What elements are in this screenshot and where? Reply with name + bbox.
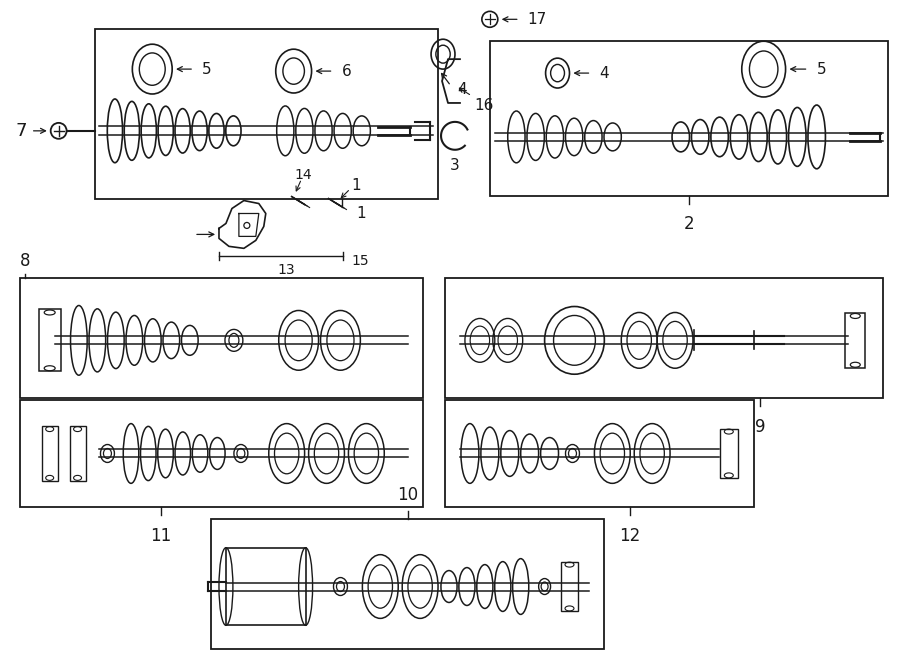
Text: 1: 1 [356,206,366,221]
Text: 14: 14 [295,168,312,182]
Text: 8: 8 [20,253,31,270]
Bar [20,278,423,398]
Bar [39,309,60,371]
Text: 1: 1 [352,178,361,193]
Bar [20,400,423,507]
Bar [226,548,306,625]
Bar [845,313,865,368]
Bar [561,562,579,611]
Bar [69,426,86,481]
Text: 5: 5 [202,61,211,77]
Bar [94,29,438,198]
Text: 16: 16 [474,98,493,114]
Bar [41,426,58,481]
Text: 11: 11 [150,527,172,545]
Bar [211,519,604,648]
Text: 9: 9 [755,418,766,436]
Text: 15: 15 [351,254,369,268]
Text: 4: 4 [457,81,466,97]
Text: 3: 3 [450,158,460,173]
Text: 12: 12 [619,527,641,545]
Bar [445,400,753,507]
Bar [445,278,883,398]
Text: 10: 10 [397,486,418,504]
Text: 2: 2 [684,215,694,233]
Bar [720,428,738,479]
Text: 7: 7 [15,122,27,140]
Text: 13: 13 [277,263,295,277]
Text: 17: 17 [527,12,547,27]
Text: 4: 4 [599,65,609,81]
Bar [490,41,888,196]
Text: 6: 6 [341,63,351,79]
Text: 5: 5 [816,61,826,77]
